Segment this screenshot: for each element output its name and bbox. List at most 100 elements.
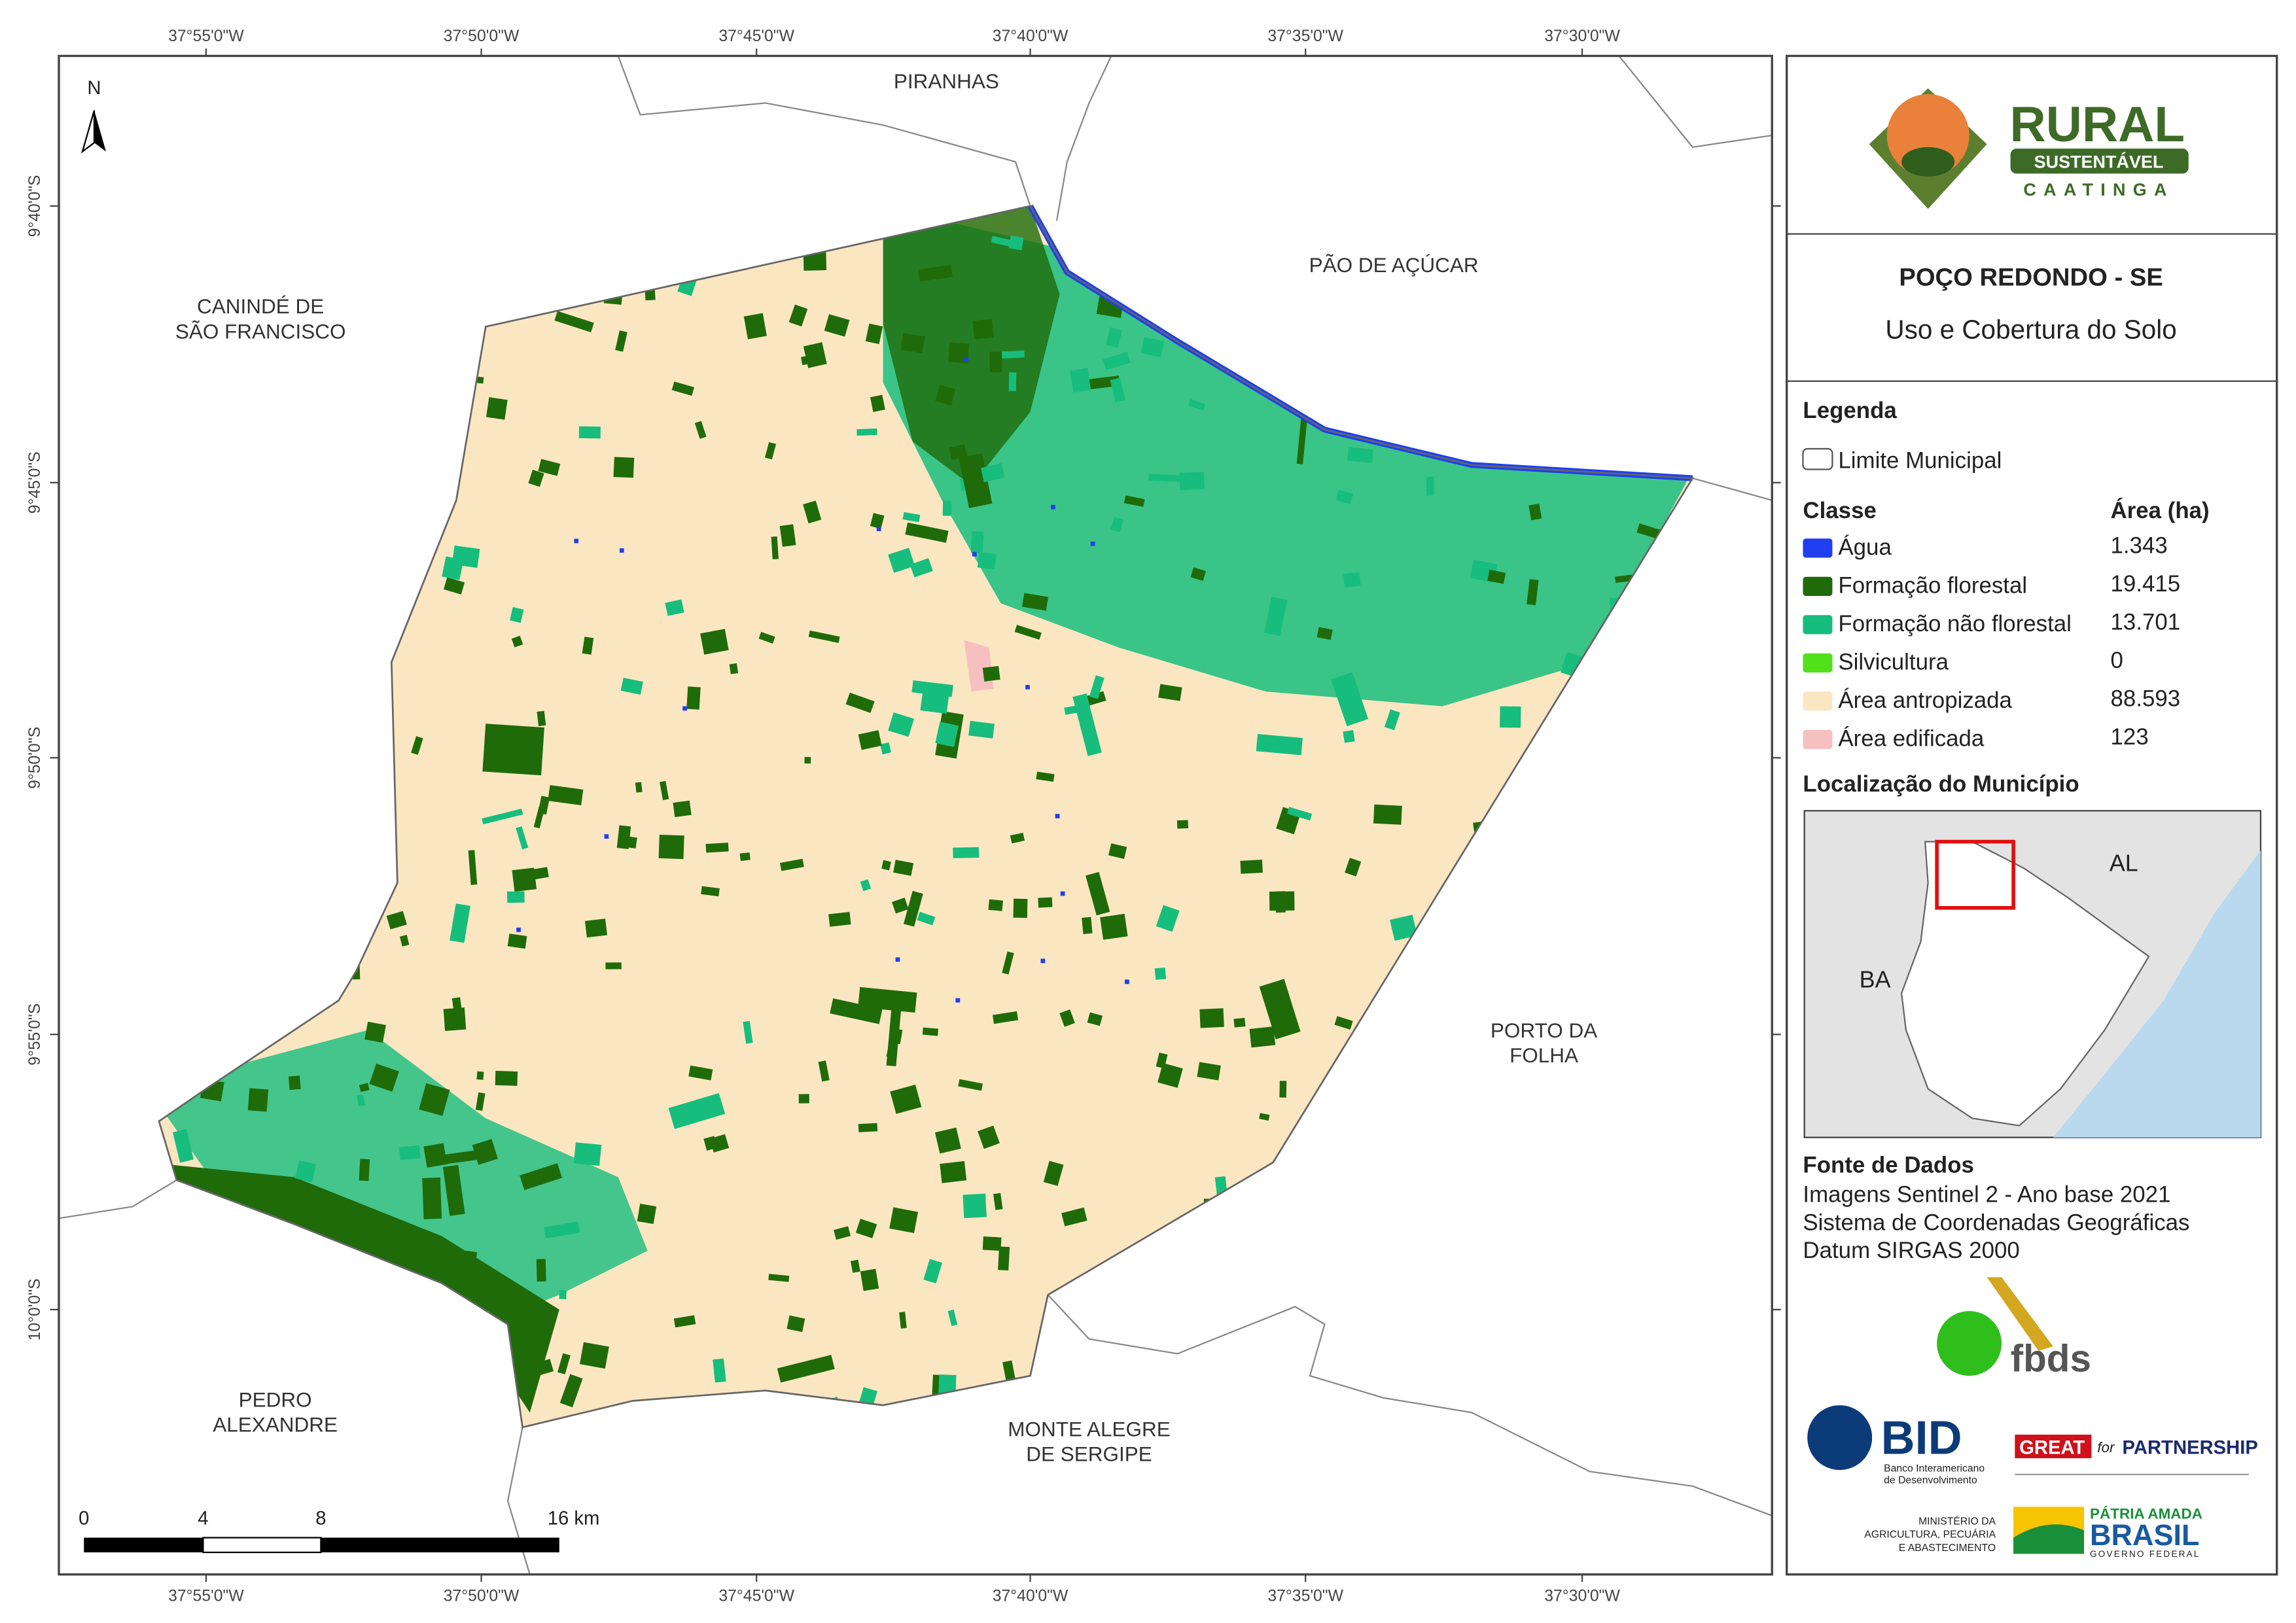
inset-label: BA <box>1860 966 1891 992</box>
vegetation-patch <box>1179 472 1205 491</box>
legend-label: Água <box>1838 534 1892 560</box>
bid-logo: BID Banco Interamericano de Desenvolvime… <box>1807 1405 1985 1486</box>
vegetation-patch <box>968 720 995 739</box>
scale-segment <box>84 1537 203 1553</box>
vegetation-patch <box>940 1161 967 1183</box>
vegetation-patch <box>700 629 729 655</box>
bid-name: de Desenvolvimento <box>1884 1475 1977 1486</box>
vegetation-patch <box>1158 684 1182 701</box>
vegetation-patch <box>443 577 465 595</box>
vegetation-patch <box>1013 898 1028 918</box>
place-label: ALEXANDRE <box>213 1413 338 1437</box>
vegetation-patch <box>688 1065 713 1081</box>
water-body <box>1051 504 1055 510</box>
place-label: CANINDÉ DE <box>197 294 324 318</box>
legend-items: Água 1.343 Formação florestal 19.415 Formaçã… <box>1803 533 2180 751</box>
logo-title: RURAL <box>2010 97 2185 152</box>
water-body <box>972 551 977 557</box>
vegetation-patch <box>870 513 885 529</box>
vegetation-patch <box>548 785 584 805</box>
water-body <box>895 957 900 962</box>
scale-label: 16 km <box>548 1508 600 1529</box>
vegetation-patch <box>637 1204 657 1225</box>
vegetation-patch <box>1347 447 1373 463</box>
vegetation-patch <box>980 463 1005 483</box>
water-body <box>1090 541 1095 546</box>
vegetation-patch <box>890 1085 922 1114</box>
vegetation-patch <box>959 453 993 508</box>
vegetation-patch <box>510 607 524 623</box>
vegetation-patch <box>1110 517 1124 532</box>
lon-label: 37°50'0"W <box>444 27 520 45</box>
vegetation-patch <box>1269 891 1295 911</box>
vegetation-patch <box>506 891 525 903</box>
boundary <box>1055 56 1112 221</box>
vegetation-patch <box>758 631 775 644</box>
vegetation-patch <box>1086 871 1110 916</box>
ministry-line: AGRICULTURA, PECUÁRIA <box>1864 1528 1996 1541</box>
brasil-top: PÁTRIA AMADA <box>2090 1505 2202 1522</box>
class-header: Classe <box>1803 498 1876 523</box>
vegetation-patch <box>798 1094 809 1104</box>
vegetation-patch <box>779 524 796 547</box>
vegetation-patch <box>468 850 478 885</box>
vegetation-patch <box>857 428 877 436</box>
vegetation-patch <box>948 342 969 364</box>
logo-region: CAATINGA <box>2023 180 2174 200</box>
vegetation-patch <box>910 558 933 578</box>
vegetation-patch <box>557 1353 571 1374</box>
water-body <box>574 538 579 544</box>
vegetation-patch <box>464 1250 478 1263</box>
vegetation-patch <box>1233 1017 1246 1028</box>
vegetation-patch <box>1014 625 1042 640</box>
vegetation-patch <box>902 512 921 523</box>
vegetation-patch <box>1089 675 1104 699</box>
vegetation-patch <box>1335 489 1354 504</box>
vegetation-patch <box>998 1246 1010 1271</box>
vegetation-patch <box>613 457 635 478</box>
vegetation-patch <box>359 1159 370 1181</box>
vegetation-patch <box>818 1060 830 1082</box>
vegetation-patch <box>713 1358 726 1383</box>
great-for: for <box>2097 1439 2115 1456</box>
vegetation-patch <box>1197 1062 1221 1081</box>
vegetation-patch <box>536 1259 546 1282</box>
water-body <box>1125 979 1129 985</box>
lat-label: 9°55'0"S <box>26 1003 44 1066</box>
vegetation-patch <box>399 935 410 947</box>
vegetation-patch <box>1008 372 1017 391</box>
lon-label: 37°50'0"W <box>444 1587 520 1605</box>
vegetation-patch <box>828 912 851 927</box>
brasil-text: BRASIL <box>2090 1518 2199 1552</box>
coordinate-labels: 37°55'0"W 37°55'0"W 37°50'0"W 37°50'0"W 37°4… <box>26 27 1781 1605</box>
logo-tree <box>1901 147 1955 177</box>
vegetation-patch <box>411 736 423 755</box>
arrow-right <box>94 110 106 152</box>
vegetation-patch <box>1036 771 1055 782</box>
vegetation-patch <box>507 934 527 949</box>
vegetation-patch <box>870 394 885 412</box>
vegetation-patch <box>1528 503 1542 521</box>
vegetation-patch <box>512 867 537 892</box>
vegetation-patch <box>1038 897 1053 908</box>
vegetation-patch <box>1264 597 1288 636</box>
vegetation-patch <box>947 1309 958 1327</box>
vegetation-patch <box>578 426 601 439</box>
vegetation-patch <box>958 1079 983 1091</box>
lon-label: 37°45'0"W <box>718 1587 794 1605</box>
vegetation-patch <box>935 385 956 406</box>
vegetation-patch <box>475 1092 486 1111</box>
side-panel: RURAL SUSTENTÁVEL CAATINGA POÇO REDONDO … <box>1786 54 2278 1576</box>
vegetation-patch <box>584 918 607 938</box>
vegetation-patch <box>977 552 997 570</box>
vegetation-patch <box>891 898 909 914</box>
vegetation-patch <box>893 860 914 876</box>
vegetation-patch <box>768 1274 790 1282</box>
vegetation-patch <box>294 1160 317 1183</box>
lat-label: 9°50'0"S <box>26 727 44 789</box>
legend-area: 123 <box>2111 724 2149 750</box>
legend-area: 1.343 <box>2111 533 2168 559</box>
vegetation-patch <box>673 1315 696 1328</box>
great-box <box>2015 1435 2092 1459</box>
